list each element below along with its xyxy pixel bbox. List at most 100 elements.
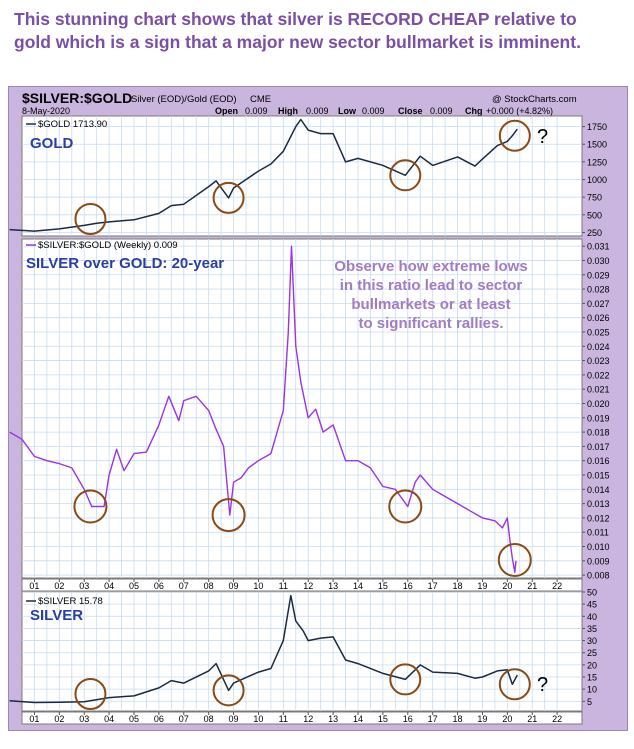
x-tick-label: 01 xyxy=(29,714,39,724)
x-tick-label: 04 xyxy=(104,714,114,724)
series-line xyxy=(9,594,518,704)
chart-symbol: $SILVER:$GOLD xyxy=(22,90,132,106)
x-tick-label: 05 xyxy=(129,714,139,724)
legend-label: $SILVER 15.78 xyxy=(38,596,103,607)
x-tick-label: 02 xyxy=(54,581,64,591)
x-tick-label: 14 xyxy=(353,714,363,724)
y-tick-label: 0.009 xyxy=(587,556,610,566)
chart-date: 8-May-2020 xyxy=(22,106,70,116)
x-axis-strip xyxy=(21,711,583,725)
y-tick-label: 0.011 xyxy=(587,528,609,538)
gold-panel: 250 500 750 1000 1250 1500 1750 $GOLD 1713.90 xyxy=(9,115,607,238)
x-tick-label: 06 xyxy=(154,714,164,724)
x-axis-strip xyxy=(21,578,583,592)
x-tick-label: 22 xyxy=(552,581,562,591)
y-tick-label: 0.025 xyxy=(587,327,610,337)
y-tick-label: 45 xyxy=(587,600,597,610)
x-tick-label: 20 xyxy=(502,581,512,591)
x-tick-label: 22 xyxy=(552,714,562,724)
y-tick-label: 0.024 xyxy=(587,342,610,352)
y-tick-label: 0.022 xyxy=(587,370,610,380)
x-tick-label: 01 xyxy=(29,581,39,591)
close-value: 0.009 xyxy=(430,106,453,116)
low-highlight-circle xyxy=(212,181,245,214)
observe-line-4: to significant rallies. xyxy=(358,315,503,332)
x-tick-label: 20 xyxy=(502,714,512,724)
x-tick-label: 03 xyxy=(79,714,89,724)
y-tick-label: 0.008 xyxy=(587,571,610,581)
x-tick-label: 18 xyxy=(453,714,463,724)
y-tick-label: 1500 xyxy=(587,140,607,150)
low-label: Low xyxy=(338,106,357,116)
legend-label: $SILVER:$GOLD (Weekly) 0.009 xyxy=(38,240,178,251)
observe-annotation: Observe how extreme lows in this ratio l… xyxy=(334,258,527,332)
y-tick-label: 0.018 xyxy=(587,428,610,438)
y-tick-label: 0.029 xyxy=(587,270,610,280)
chart-headline: This stunning chart shows that silver is… xyxy=(14,8,620,54)
x-tick-label: 06 xyxy=(154,581,164,591)
headline-line-1: This stunning chart shows that silver is… xyxy=(14,9,577,29)
y-tick-label: 0.023 xyxy=(587,356,610,366)
observe-line-3: bullmarkets or at least xyxy=(351,296,510,313)
y-tick-label: 0.028 xyxy=(587,285,610,295)
y-tick-label: 0.010 xyxy=(587,542,610,552)
headline-line-2: gold which is a sign that a major new se… xyxy=(14,32,581,52)
x-tick-label: 21 xyxy=(527,581,537,591)
y-tick-label: 0.031 xyxy=(587,242,610,252)
x-tick-label: 11 xyxy=(279,714,288,724)
x-tick-label: 07 xyxy=(179,714,189,724)
observe-line-1: Observe how extreme lows xyxy=(334,258,527,275)
x-tick-label: 19 xyxy=(477,581,487,591)
y-tick-label: 0.020 xyxy=(587,399,610,409)
y-tick-label: 1000 xyxy=(587,175,607,185)
low-highlight-circle xyxy=(73,489,108,524)
y-tick-label: 15 xyxy=(587,673,597,683)
chart-description: Silver (EOD)/Gold (EOD) xyxy=(131,94,237,105)
low-highlight-circle xyxy=(74,678,107,710)
low-highlight-circle xyxy=(388,489,423,524)
series-line xyxy=(9,118,518,232)
y-tick-label: 25 xyxy=(587,648,597,658)
chg-label: Chg xyxy=(465,106,483,116)
y-tick-label: 1750 xyxy=(587,122,607,132)
silver-panel: 5 10 15 20 25 30 35 40 45 50 $SILVER 15.78 xyxy=(9,588,597,712)
high-label: High xyxy=(278,106,298,116)
open-label: Open xyxy=(215,106,238,116)
y-tick-label: 0.012 xyxy=(587,513,610,523)
x-tick-label: 09 xyxy=(229,581,239,591)
y-tick-label: 1250 xyxy=(587,157,607,167)
y-tick-label: 0.013 xyxy=(587,499,610,509)
plot-area xyxy=(21,238,583,579)
y-tick-label: 30 xyxy=(587,636,597,646)
y-tick-label: 0.027 xyxy=(587,299,610,309)
y-tick-label: 500 xyxy=(587,210,602,220)
x-tick-label: 21 xyxy=(527,714,537,724)
y-tick-label: 250 xyxy=(587,228,602,238)
y-tick-label: 20 xyxy=(587,660,597,670)
x-tick-label: 03 xyxy=(79,581,89,591)
x-tick-label: 13 xyxy=(328,714,338,724)
series-line xyxy=(9,245,517,573)
y-tick-label: 35 xyxy=(587,624,597,634)
low-highlight-circle xyxy=(212,674,245,707)
y-tick-label: 0.015 xyxy=(587,471,610,481)
high-value: 0.009 xyxy=(306,106,329,116)
x-tick-label: 15 xyxy=(378,581,388,591)
low-highlight-circle xyxy=(497,543,532,577)
ratio-x-axis: 01 02 03 04 05 06 07 08 09 10 11 12 13 14 15 16 17 18 19 20… xyxy=(21,578,583,592)
x-tick-label: 16 xyxy=(403,581,413,591)
low-highlight-circle xyxy=(211,498,246,533)
x-tick-label: 12 xyxy=(303,714,313,724)
ratio-panel: 0.008 0.009 0.010 0.011 0.012 0.013 0.014 0.015… xyxy=(9,238,610,581)
x-tick-label: 14 xyxy=(353,581,363,591)
gold-title: GOLD xyxy=(30,135,73,152)
chart-credit: @ StockCharts.com xyxy=(492,94,577,105)
silver-title: SILVER xyxy=(30,607,83,624)
silver-question-mark: ? xyxy=(537,674,548,696)
ratio-title: SILVER over GOLD: 20-year xyxy=(26,255,224,272)
y-tick-label: 5 xyxy=(587,697,592,707)
y-tick-label: 0.019 xyxy=(587,413,610,423)
low-highlight-circle xyxy=(389,663,422,696)
low-highlight-circle xyxy=(498,119,531,152)
